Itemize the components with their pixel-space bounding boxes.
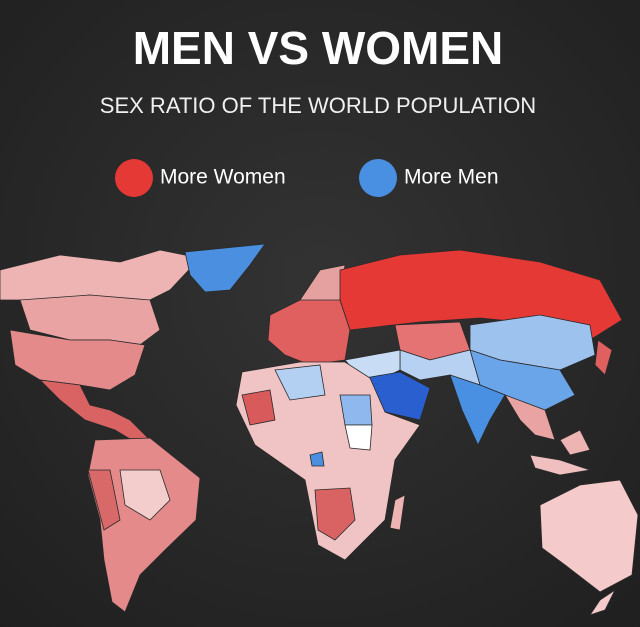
algeria [274,364,326,401]
india [449,374,506,446]
greenland [184,243,266,293]
japan [594,339,613,376]
legend-swatch [359,159,397,197]
southeast-asia [504,394,556,441]
west-africa [241,389,276,426]
title: MEN VS WOMEN [133,22,504,74]
madagascar [389,494,406,531]
peru [87,469,121,531]
south-america [87,437,201,613]
legend: More Women More Men [115,159,499,197]
sudan [339,394,373,426]
philippines [559,429,591,456]
indonesia [529,454,591,476]
africa [235,361,421,561]
usa [9,329,146,391]
australia [539,479,639,593]
legend-label: More Men [404,166,499,189]
gabon [309,451,325,467]
world-map [0,243,639,616]
new-zealand [589,588,617,616]
bolivia-region [119,469,171,521]
legend-label: More Women [160,166,286,189]
legend-swatch [115,159,153,197]
subtitle: SEX RATIO OF THE WORLD POPULATION [100,93,536,118]
southern-africa [314,487,356,541]
central-africa [344,424,373,451]
